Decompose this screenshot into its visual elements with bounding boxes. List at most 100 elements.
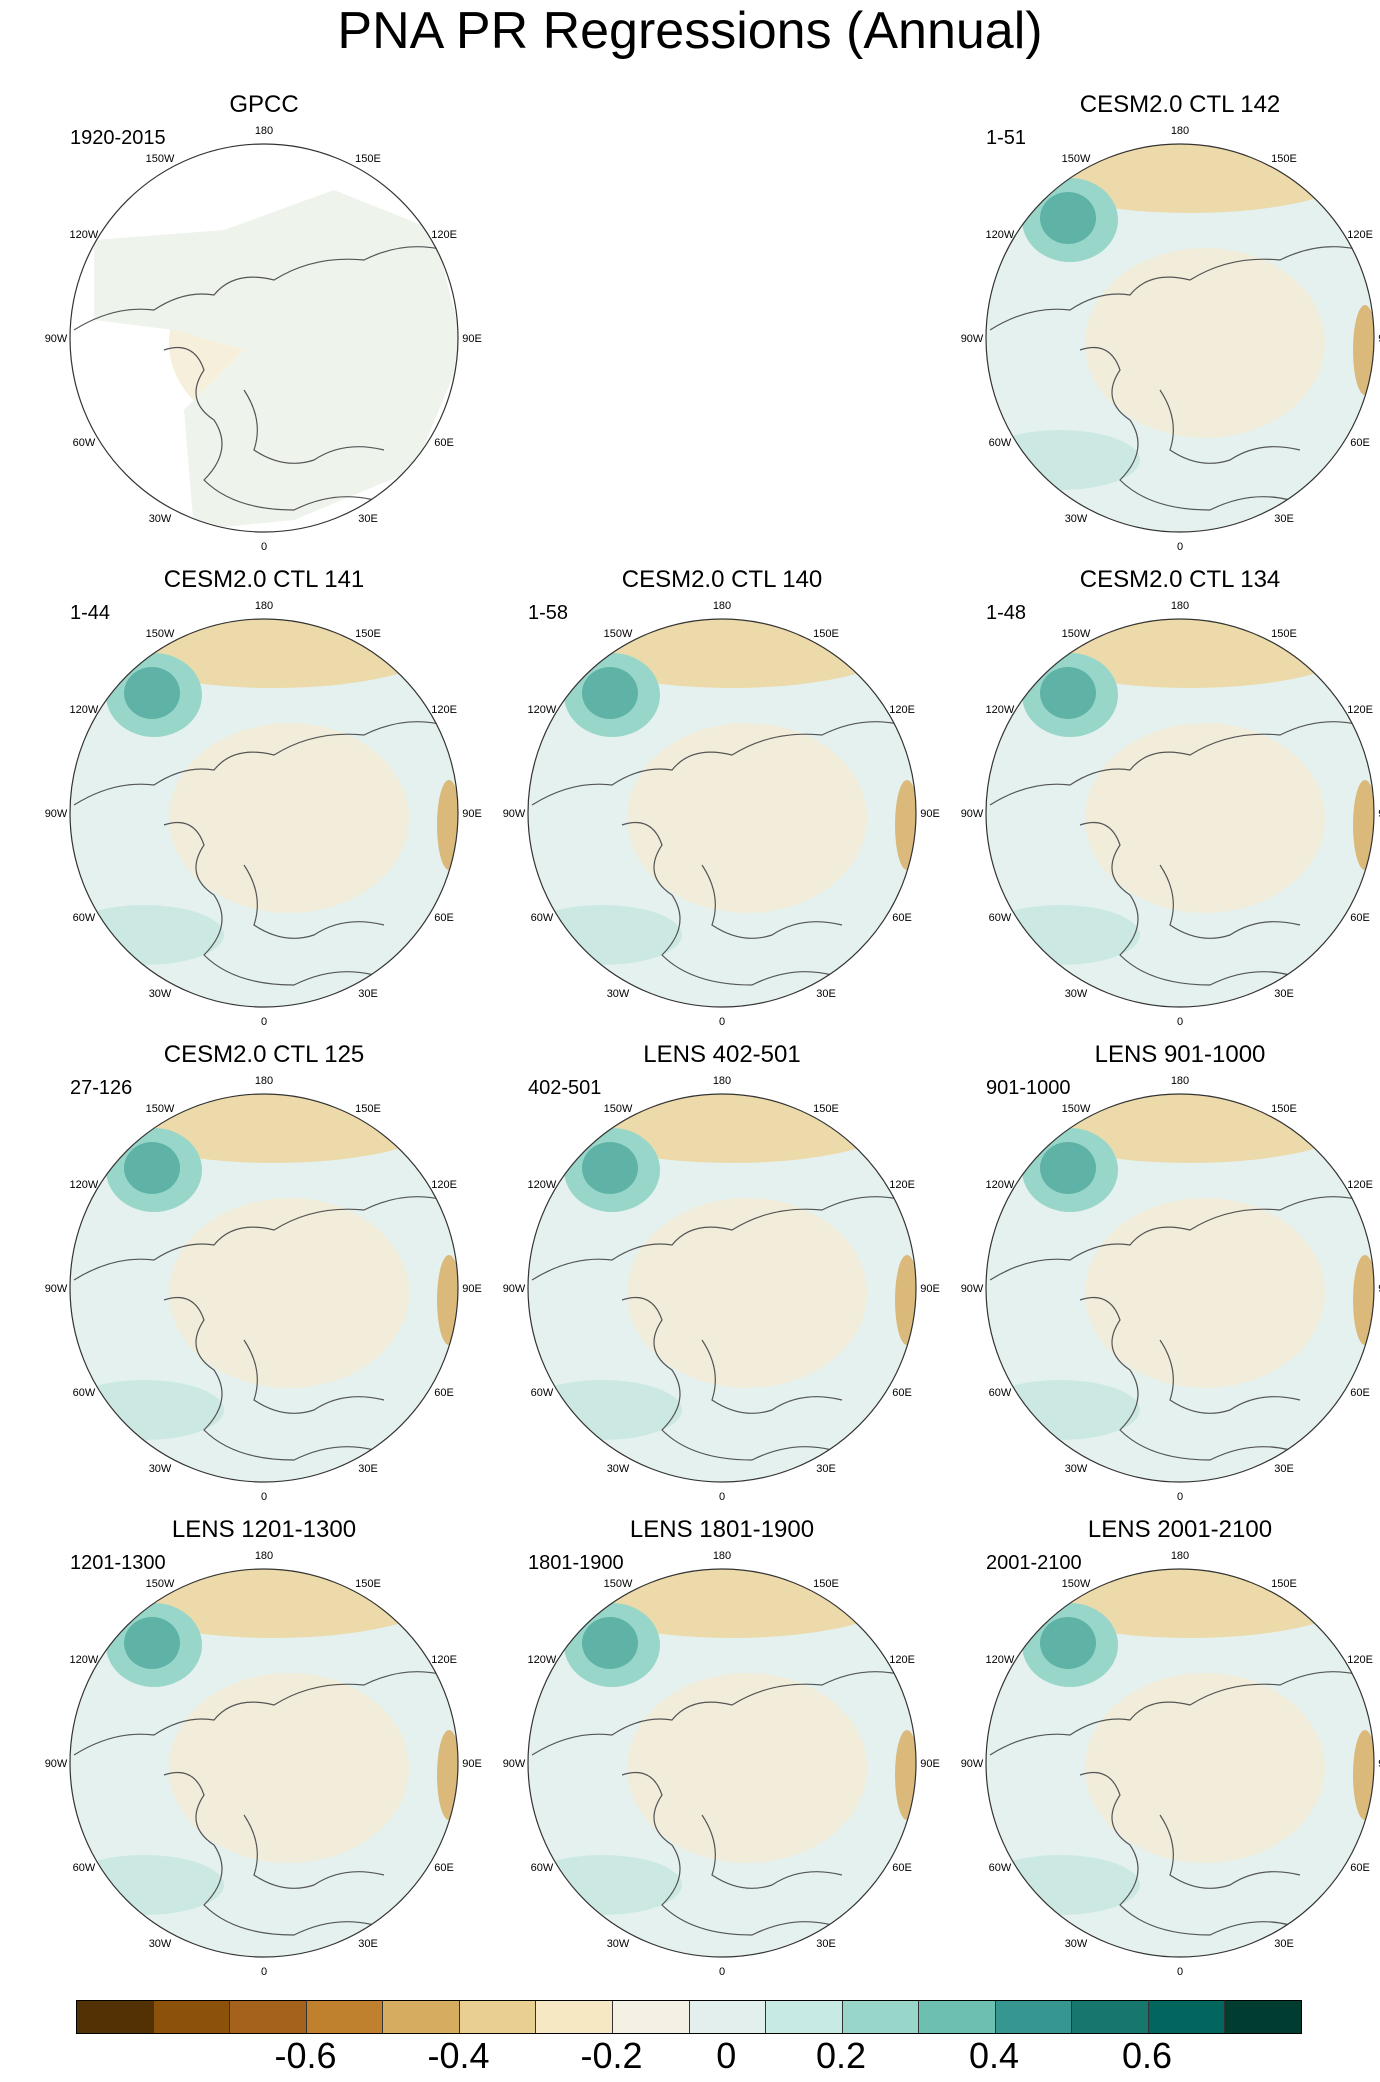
longitude-label: 30W [149, 988, 172, 1000]
coastline [701, 1814, 843, 1889]
longitude-label: 180 [713, 600, 731, 612]
panel-period: 1-44 [70, 602, 111, 624]
longitude-label: 0 [1177, 1491, 1183, 1503]
longitude-label: 150W [604, 1103, 633, 1115]
wet-anomaly-core [1040, 1617, 1096, 1669]
wet-anomaly-core [582, 667, 638, 719]
longitude-label: 0 [719, 1966, 725, 1978]
coastline [989, 721, 1361, 806]
map-panel: CESM2.0 CTL 140 1-58 180 150E 120E 90E 60E 30E 0… [492, 565, 952, 1039]
coastline [73, 1196, 445, 1281]
colorbar-swatch [459, 2001, 537, 2033]
polar-map: 180 150E 120E 90E 60E 30E 0 30W 60W 90W 120W 150W [503, 1550, 940, 1978]
wet-anomaly-core [1040, 192, 1096, 244]
wet-anomaly-core [124, 1617, 180, 1669]
polar-map: 180 150E 120E 90E 60E 30E 0 30W 60W 90W 120W 150W [961, 125, 1380, 553]
colorbar-swatch [153, 2001, 231, 2033]
colorbar [76, 2000, 1302, 2034]
longitude-label: 120E [1347, 1654, 1373, 1666]
longitude-label: 90W [961, 1758, 984, 1770]
longitude-label: 120E [431, 1179, 457, 1191]
longitude-label: 120E [1347, 229, 1373, 241]
panel-period: 1801-1900 [528, 1552, 624, 1574]
longitude-label: 180 [713, 1075, 731, 1087]
longitude-label: 150E [355, 628, 381, 640]
longitude-label: 60W [531, 1862, 554, 1874]
panel-period: 1920-2015 [70, 127, 166, 149]
coastline [531, 721, 903, 806]
coastline [1159, 1814, 1301, 1889]
longitude-label: 90W [503, 1283, 526, 1295]
map-boundary [69, 143, 459, 533]
longitude-label: 150W [146, 153, 175, 165]
longitude-label: 90E [462, 333, 482, 345]
longitude-label: 120E [889, 704, 915, 716]
polar-map: 180 150E 120E 90E 60E 30E 0 30W 60W 90W 120W 150W [45, 125, 482, 553]
polar-map: 180 150E 120E 90E 60E 30E 0 30W 60W 90W 120W 150W [503, 600, 940, 1028]
longitude-label: 90W [45, 333, 68, 345]
map-panel: LENS 901-1000 901-1000 180 150E 120E 90E 60E 30… [950, 1040, 1380, 1514]
coastline [243, 864, 385, 939]
longitude-label: 60E [434, 912, 454, 924]
neutral-region [169, 723, 409, 913]
longitude-label: 30W [1065, 1938, 1088, 1950]
longitude-label: 60W [73, 1862, 96, 1874]
longitude-label: 90E [920, 1283, 940, 1295]
longitude-label: 30E [816, 988, 836, 1000]
longitude-label: 150E [813, 1103, 839, 1115]
longitude-label: 90E [1378, 333, 1380, 345]
panel-period: 1201-1300 [70, 1552, 166, 1574]
neutral-region [627, 1673, 867, 1863]
longitude-label: 150W [1062, 628, 1091, 640]
map-panel: LENS 402-501 402-501 180 150E 120E 90E 60E 30E 0… [492, 1040, 952, 1514]
panel-period: 1-48 [986, 602, 1027, 624]
polar-map: 180 150E 120E 90E 60E 30E 0 30W 60W 90W 120W 150W [961, 600, 1380, 1028]
longitude-label: 90W [45, 808, 68, 820]
map-boundary [985, 618, 1375, 1008]
longitude-label: 60E [892, 1387, 912, 1399]
longitude-label: 90E [920, 1758, 940, 1770]
longitude-label: 60E [892, 912, 912, 924]
longitude-label: 120W [986, 1654, 1015, 1666]
longitude-label: 90E [462, 1283, 482, 1295]
longitude-label: 120W [986, 704, 1015, 716]
longitude-label: 180 [255, 1550, 273, 1562]
colorbar-swatch [1072, 2001, 1149, 2033]
coastline [1079, 821, 1291, 986]
colorbar-swatch [612, 2001, 690, 2033]
map-panel: GPCC 1920-2015 180 150E 120E 90E 60E 30E 0 30W 60W… [34, 90, 494, 564]
longitude-label: 90W [961, 1283, 984, 1295]
longitude-label: 150E [1271, 153, 1297, 165]
map-boundary [69, 1568, 459, 1958]
longitude-label: 180 [1171, 1075, 1189, 1087]
panel-title: LENS 2001-2100 [1087, 1516, 1273, 1543]
map-boundary [985, 143, 1375, 533]
neutral-region [1085, 1673, 1325, 1863]
panel-title: CESM2.0 CTL 125 [163, 1041, 365, 1068]
longitude-label: 90W [961, 808, 984, 820]
colorbar-swatch [766, 2001, 843, 2033]
colorbar-swatch [1148, 2001, 1226, 2033]
coastline [621, 1771, 833, 1936]
coastline [531, 1196, 903, 1281]
longitude-label: 120E [431, 1654, 457, 1666]
longitude-label: 60W [989, 1862, 1012, 1874]
polar-map: 180 150E 120E 90E 60E 30E 0 30W 60W 90W 120W 150W [45, 600, 482, 1028]
longitude-label: 60W [989, 1387, 1012, 1399]
colorbar-swatch [842, 2001, 920, 2033]
coastline [73, 246, 445, 331]
coastline [621, 1296, 833, 1461]
longitude-label: 150W [146, 1103, 175, 1115]
longitude-label: 30W [149, 1938, 172, 1950]
map-panel: CESM2.0 CTL 125 27-126 180 150E 120E 90E 60E 30… [34, 1040, 494, 1514]
coastline [701, 1339, 843, 1414]
longitude-label: 150E [355, 1103, 381, 1115]
longitude-label: 150W [146, 1578, 175, 1590]
neutral-region [627, 723, 867, 913]
colorbar-tick-label: 0 [716, 2035, 737, 2076]
longitude-label: 120W [70, 704, 99, 716]
coastline [1079, 346, 1291, 511]
longitude-label: 30E [1274, 988, 1294, 1000]
figure-title: PNA PR Regressions (Annual) [337, 2, 1043, 60]
longitude-label: 30W [1065, 988, 1088, 1000]
